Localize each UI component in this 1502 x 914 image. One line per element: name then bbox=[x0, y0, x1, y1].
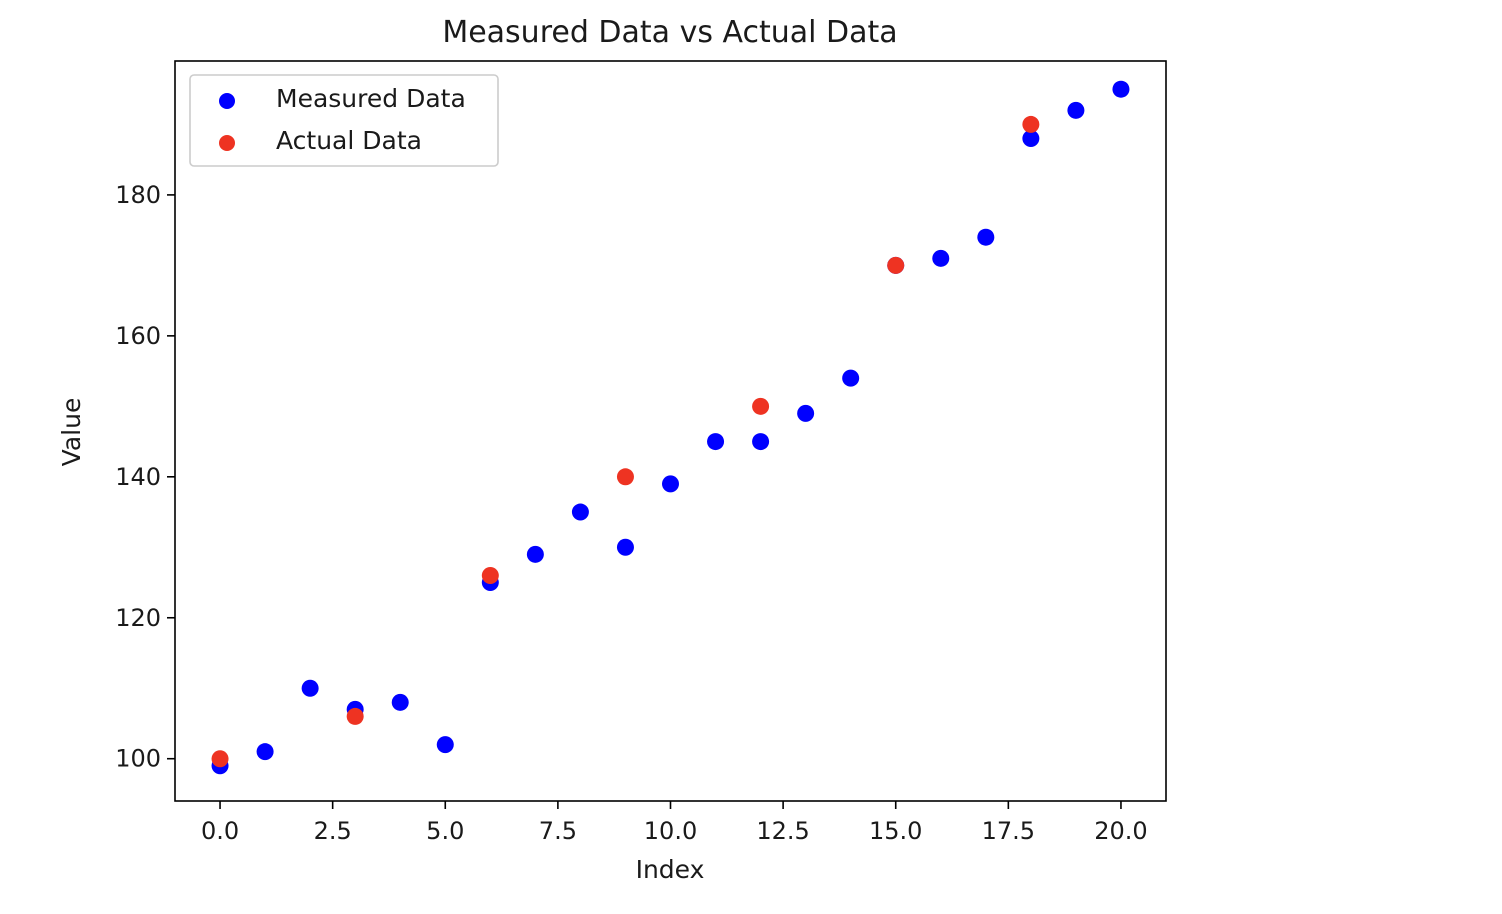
point-measured-data bbox=[842, 369, 860, 387]
legend-marker-measured-data bbox=[219, 93, 235, 109]
legend: Measured Data Actual Data bbox=[189, 74, 499, 167]
point-measured-data bbox=[256, 743, 274, 761]
point-measured-data bbox=[1112, 80, 1130, 98]
legend-label-actual-data: Actual Data bbox=[276, 126, 422, 155]
point-measured-data bbox=[752, 433, 770, 451]
y-tick-label: 120 bbox=[115, 604, 161, 632]
y-tick-label: 140 bbox=[115, 463, 161, 491]
point-actual-data bbox=[1022, 115, 1040, 133]
x-tick-label: 10.0 bbox=[644, 817, 697, 845]
point-measured-data bbox=[391, 693, 409, 711]
point-actual-data bbox=[211, 750, 229, 768]
point-measured-data bbox=[1067, 101, 1085, 119]
x-tick-label: 15.0 bbox=[869, 817, 922, 845]
x-tick-label: 2.5 bbox=[314, 817, 352, 845]
point-actual-data bbox=[481, 566, 499, 584]
data-points bbox=[211, 80, 1130, 775]
point-actual-data bbox=[887, 256, 905, 274]
point-actual-data bbox=[346, 707, 364, 725]
y-axis-label: Value bbox=[57, 398, 86, 467]
legend-box bbox=[189, 74, 499, 167]
point-measured-data bbox=[932, 249, 950, 267]
point-measured-data bbox=[301, 679, 319, 697]
point-measured-data bbox=[616, 538, 634, 556]
y-tick-label: 160 bbox=[115, 322, 161, 350]
point-actual-data bbox=[616, 468, 634, 486]
x-tick-label: 7.5 bbox=[539, 817, 577, 845]
x-tick-label: 0.0 bbox=[201, 817, 239, 845]
y-tick-label: 100 bbox=[115, 745, 161, 773]
point-measured-data bbox=[797, 404, 815, 422]
point-measured-data bbox=[1022, 130, 1040, 148]
x-tick-label: 12.5 bbox=[756, 817, 809, 845]
point-measured-data bbox=[662, 475, 679, 493]
point-measured-data bbox=[436, 736, 454, 754]
x-tick-label: 17.5 bbox=[982, 817, 1035, 845]
point-actual-data bbox=[752, 397, 770, 415]
point-measured-data bbox=[707, 433, 725, 451]
legend-marker-actual-data bbox=[219, 135, 235, 151]
chart-title: Measured Data vs Actual Data bbox=[442, 15, 897, 50]
y-tick-label: 180 bbox=[115, 181, 161, 209]
point-measured-data bbox=[526, 545, 544, 563]
x-tick-label: 20.0 bbox=[1094, 817, 1147, 845]
point-measured-data bbox=[977, 228, 995, 246]
y-axis: 100 120 140 160 180 bbox=[115, 181, 175, 773]
legend-label-measured-data: Measured Data bbox=[276, 84, 466, 113]
plot-area-frame bbox=[174, 60, 1167, 802]
x-tick-label: 5.0 bbox=[426, 817, 464, 845]
x-axis-label: Index bbox=[636, 855, 705, 884]
point-measured-data bbox=[571, 503, 589, 521]
x-axis: 0.0 2.5 5.0 7.5 10.0 12.5 15.0 17.5 20.0 bbox=[201, 801, 1148, 845]
